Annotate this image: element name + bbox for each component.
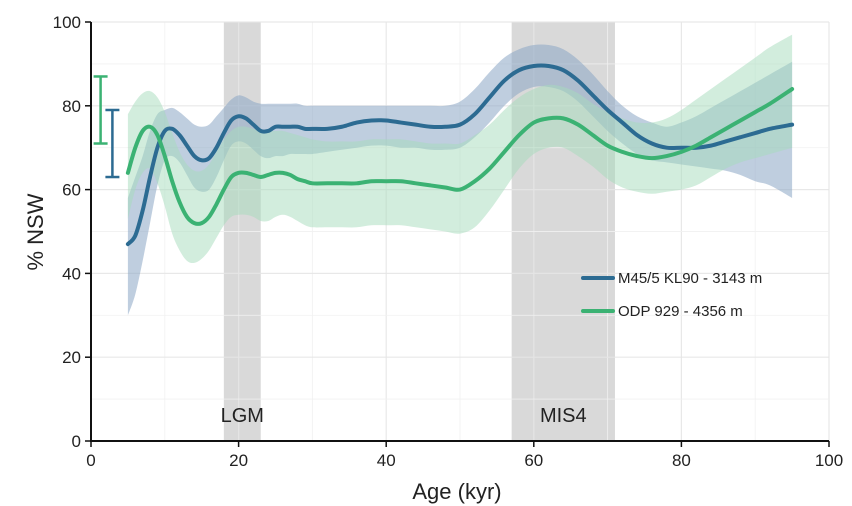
series-line-2: [125, 87, 795, 226]
series-lines: [125, 63, 795, 247]
y-tick-label: 20: [62, 348, 81, 367]
x-tick-label: 60: [524, 451, 543, 470]
region-label-lgm: LGM: [221, 405, 264, 427]
y-tick-label: 100: [53, 13, 81, 32]
y-tick-label: 0: [72, 432, 81, 451]
x-tick-label: 80: [672, 451, 691, 470]
x-tick-label: 0: [86, 451, 95, 470]
error-bar-1: [93, 75, 108, 145]
y-axis-title: % NSW: [23, 193, 48, 270]
x-tick-label: 20: [229, 451, 248, 470]
error-bars: [93, 75, 120, 179]
x-axis-title: Age (kyr): [412, 479, 501, 504]
confidence-band-2: [127, 34, 793, 264]
confidence-bands: [127, 34, 793, 316]
legend: M45/5 KL90 - 3143 m ODP 929 - 4356 m: [581, 270, 762, 320]
tick-labels: 0 20 40 60 80 100 0 20 40 60 80 100: [53, 13, 844, 470]
x-tick-label: 100: [815, 451, 843, 470]
confidence-band-1: [127, 44, 793, 316]
error-bar-2: [105, 108, 120, 179]
region-labels: LGM MIS4: [221, 405, 587, 427]
y-tick-label: 60: [62, 181, 81, 200]
axes: [85, 21, 830, 447]
legend-label-1: M45/5 KL90 - 3143 m: [618, 270, 762, 287]
y-tick-label: 40: [62, 264, 81, 283]
x-tick-label: 40: [377, 451, 396, 470]
y-tick-label: 80: [62, 97, 81, 116]
series-line-1: [125, 63, 795, 247]
legend-label-2: ODP 929 - 4356 m: [618, 303, 743, 320]
region-label-mis4: MIS4: [540, 405, 587, 427]
